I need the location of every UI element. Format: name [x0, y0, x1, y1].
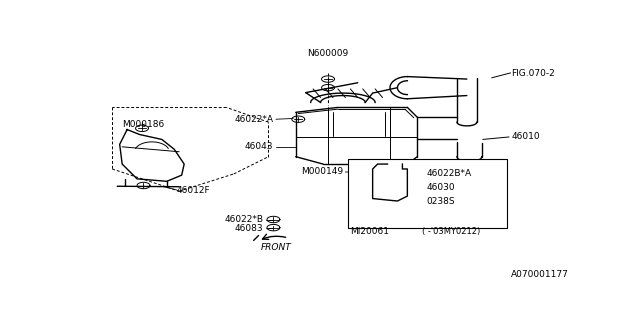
Text: 0238S: 0238S [426, 197, 455, 206]
Text: 46022*A: 46022*A [234, 115, 273, 124]
Text: FRONT: FRONT [260, 244, 291, 252]
Text: 46043: 46043 [245, 142, 273, 151]
Text: M000186: M000186 [122, 120, 164, 129]
Text: ( -'03MY0212): ( -'03MY0212) [422, 227, 481, 236]
Text: 46022B*A: 46022B*A [426, 169, 471, 178]
Text: 46010: 46010 [511, 132, 540, 141]
Text: A070001177: A070001177 [511, 270, 568, 279]
Text: MI20061: MI20061 [350, 227, 389, 236]
Text: M000149: M000149 [301, 167, 343, 176]
Text: 46083: 46083 [235, 224, 264, 233]
Text: 46022*B: 46022*B [225, 215, 264, 225]
Bar [348, 159, 507, 228]
Text: 46030: 46030 [426, 183, 455, 192]
Text: 46012F: 46012F [177, 186, 211, 195]
Text: FIG.070-2: FIG.070-2 [511, 69, 556, 78]
Text: N600009: N600009 [307, 49, 349, 58]
